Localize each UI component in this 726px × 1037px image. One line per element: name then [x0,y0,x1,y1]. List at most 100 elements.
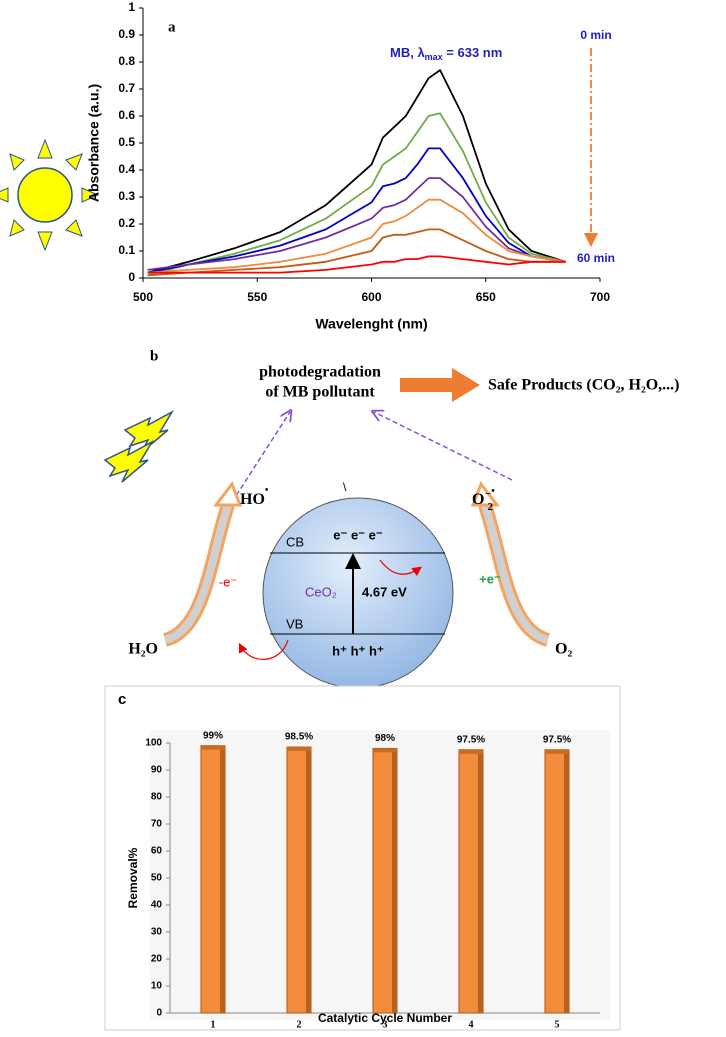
y-tick-label: 0.2 [118,216,135,230]
time-start: 0 min [580,28,611,42]
target-label: photodegradation [259,364,381,381]
curved-arrow [481,503,550,644]
y-tick-label: 1 [128,0,135,14]
superoxide-sup: − [485,488,491,500]
panel-label: b [150,348,158,364]
y-tick-label: 40 [151,900,163,911]
dashed-arrow [374,412,513,481]
bar-bevel [373,748,397,753]
y-tick-label: 0 [128,270,135,284]
x-axis-label: Wavelenght (nm) [315,316,427,332]
x-tick-label: 500 [133,290,153,304]
process-arrow [400,368,480,402]
y-tick-label: 0.7 [118,81,135,95]
y-tick-label: 80 [151,792,163,803]
time-end: 60 min [577,251,615,265]
value-label: 99% [203,730,223,741]
y-tick-label: 70 [151,819,163,830]
cb-label: CB [286,534,304,549]
bar-bevel [459,749,483,754]
peak-label-text: = 633 nm [443,45,503,60]
reduction-label: +e⁻ [479,571,501,586]
arrow-head [212,480,243,507]
y-tick-label: 0.9 [118,27,135,41]
y-tick-label: 100 [145,738,162,749]
x-tick-label: 700 [590,290,610,304]
peak-label-sub: max [425,52,443,62]
x-tick-label: 600 [361,290,381,304]
electrons-label: e⁻ e⁻ e⁻ [333,527,383,542]
oxidation-label: -e⁻ [219,574,237,589]
stray-mark: \ [343,480,347,494]
data-line [147,112,566,277]
superoxide-label: O 2−• [472,486,495,512]
bar-bevel [201,745,225,750]
superoxide-radical: • [491,486,495,497]
x-tick-label: 550 [247,290,267,304]
holes-label: h⁺ h⁺ h⁺ [332,643,384,658]
y-tick-label: 30 [151,927,163,938]
x-tick-label: 4 [469,1019,474,1030]
lightning-icon [103,410,175,483]
x-tick-label: 5 [555,1019,560,1030]
value-label: 97.5% [457,734,485,745]
panel-label: a [168,19,176,35]
y-tick-label: 10 [151,981,163,992]
peak-label-text: MB, λ [390,45,425,60]
gap-label: 4.67 eV [362,584,407,599]
data-line [147,228,566,277]
y-tick-label: 0 [156,1008,162,1019]
bar-bevel [478,749,483,1013]
y-tick-label: 0.8 [118,54,135,68]
electron-arrow [379,559,422,577]
y-tick-label: 90 [151,765,163,776]
target-label: of MB pollutant [265,384,375,401]
data-line [147,69,566,274]
products-label: Safe Products (CO₂, H₂O,...) [488,377,680,394]
data-line [147,147,566,274]
y-tick-label: 50 [151,873,163,884]
bar-bevel [287,747,311,752]
arrow-head [470,480,501,507]
y-tick-label: 0.3 [118,189,135,203]
data-line [147,198,566,274]
y-tick-label: 0.1 [118,243,135,257]
dashed-arrow [231,412,290,503]
panel-label: c [118,691,126,708]
y-tick-label: 60 [151,846,163,857]
peak-label: MB, λmax = 633 nm [390,45,502,62]
y-tick-label: 0.4 [118,162,135,176]
data-line [147,177,566,271]
water-label: H₂O [128,641,158,658]
y-axis-label: Removal% [126,847,140,908]
bar-bevel [564,749,569,1013]
hydroxyl-text: HO [240,491,265,508]
hole-arrow [238,639,289,660]
vb-label: VB [286,616,303,631]
x-tick-label: 650 [476,290,496,304]
value-label: 98% [375,733,395,744]
data-line [147,255,566,274]
hydroxyl-radical: • [265,485,269,496]
x-tick-label: 3 [383,1019,388,1030]
oxygen-label: O₂ [555,641,572,658]
bar-bevel [545,749,569,754]
bar-bevel [220,745,225,1013]
bar-bevel [392,748,397,1013]
y-axis-label: Absorbance (a.u.) [86,84,102,202]
curved-arrow [163,503,232,644]
hydroxyl-label: HO• [240,485,269,507]
bar-bevel [306,747,311,1013]
x-axis-label: Catalytic Cycle Number [318,1011,452,1025]
superoxide-text: O [472,491,484,508]
superoxide-sub: 2 [487,501,493,513]
y-tick-label: 20 [151,954,163,965]
y-tick-label: 0.5 [118,135,135,149]
x-tick-label: 1 [211,1019,216,1030]
value-label: 97.5% [543,734,571,745]
y-tick-label: 0.6 [118,108,135,122]
x-tick-label: 2 [297,1019,302,1030]
material-label: CeO₂ [305,584,337,599]
sun-icon [0,138,100,252]
